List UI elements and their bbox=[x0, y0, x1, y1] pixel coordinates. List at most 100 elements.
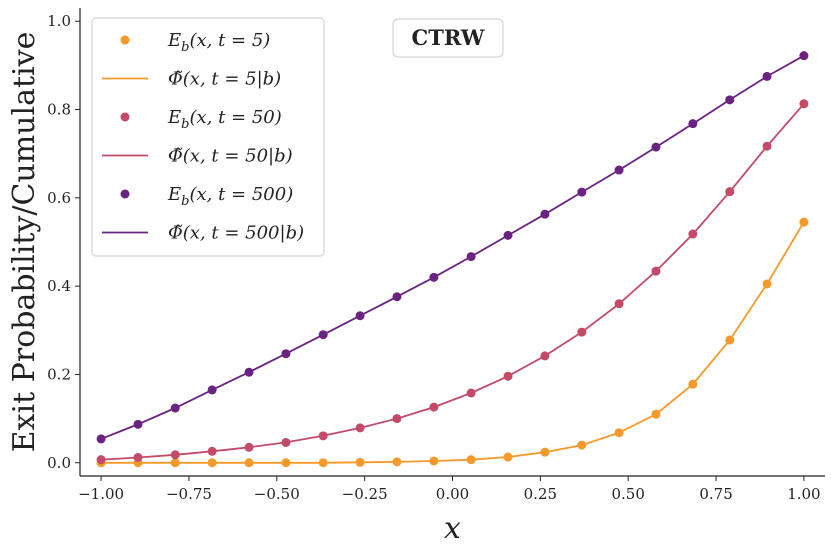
y-tick-label: 0.4 bbox=[47, 277, 71, 295]
x-tick-label: −0.75 bbox=[166, 485, 212, 503]
series-1-point bbox=[170, 458, 180, 468]
legend-item: Eb(x, t = 500) bbox=[120, 184, 293, 209]
series-1-point bbox=[318, 458, 328, 468]
y-tick-label: 1.0 bbox=[47, 12, 71, 30]
legend-symbol: E bbox=[167, 30, 181, 51]
series-2-point bbox=[170, 450, 180, 460]
series-2-point bbox=[244, 442, 254, 452]
legend-subscript: b bbox=[181, 40, 189, 55]
series-2-point bbox=[577, 327, 587, 337]
legend-args: (x, t = 500) bbox=[189, 184, 293, 205]
x-tick-label: 0.25 bbox=[524, 485, 557, 503]
series-line-2 bbox=[101, 103, 805, 461]
series-2-point bbox=[762, 141, 772, 151]
axes: −1.00 −0.75 −0.50 −0.25 0.00 0.25 0.50 0.75 1.00… bbox=[47, 8, 825, 503]
series-2-point bbox=[392, 414, 402, 424]
series-1-point bbox=[762, 279, 772, 289]
series-1-point bbox=[540, 447, 550, 457]
series-line-1 bbox=[101, 221, 805, 464]
legend-label: Φ̃(x, t = 500|b) bbox=[168, 223, 304, 244]
x-tick-label: −1.00 bbox=[78, 485, 124, 503]
series-3-point bbox=[281, 349, 291, 359]
x-tick-label: 0.00 bbox=[436, 485, 469, 503]
series-2-point bbox=[281, 437, 291, 447]
x-axis-title: x bbox=[444, 511, 461, 546]
legend-args: (x, t = 50|b) bbox=[183, 146, 293, 167]
series-1-point bbox=[614, 428, 624, 438]
series-2-point bbox=[207, 446, 217, 456]
legend-args: (x, t = 5) bbox=[189, 30, 270, 51]
legend-label: Eb(x, t = 5) bbox=[167, 30, 270, 55]
series-3-point bbox=[799, 51, 809, 61]
ctrw-badge: CTRW bbox=[392, 18, 504, 58]
legend-marker bbox=[120, 189, 130, 199]
y-tick-label: 0.2 bbox=[47, 365, 71, 383]
series-1-point bbox=[688, 379, 698, 389]
legend-label: Eb(x, t = 50) bbox=[167, 107, 282, 132]
series-3-point bbox=[466, 252, 476, 262]
series-3-point bbox=[244, 367, 254, 377]
x-tick-label: 0.50 bbox=[612, 485, 645, 503]
y-tick-label: 0.0 bbox=[47, 454, 71, 472]
series-2-point bbox=[651, 266, 661, 276]
legend-symbol: Φ̃ bbox=[168, 223, 183, 244]
legend-subscript: b bbox=[181, 117, 189, 132]
series-2-point bbox=[355, 423, 365, 433]
series-3-point bbox=[725, 95, 735, 105]
series-2-point bbox=[614, 299, 624, 309]
series-3-point bbox=[577, 187, 587, 197]
legend: Eb(x, t = 5)Φ̃(x, t = 5|b)Eb(x, t = 50)Φ… bbox=[91, 17, 325, 257]
series-1-point bbox=[651, 409, 661, 419]
series-2-point bbox=[503, 371, 513, 381]
legend-label: Eb(x, t = 500) bbox=[167, 184, 293, 209]
legend-label: Φ̃(x, t = 5|b) bbox=[168, 69, 281, 90]
series-1-point bbox=[207, 458, 217, 468]
series-3-point bbox=[170, 403, 180, 413]
series-2-point bbox=[725, 187, 735, 197]
y-tick-label: 0.6 bbox=[47, 189, 71, 207]
y-axis-title: Exit Probability/Cumulative bbox=[7, 32, 42, 453]
legend-marker bbox=[120, 112, 130, 122]
series-2-point bbox=[318, 431, 328, 441]
series-2-point bbox=[96, 455, 106, 465]
legend-marker bbox=[120, 35, 130, 45]
series-3-point bbox=[355, 311, 365, 321]
series-3-point bbox=[651, 142, 661, 152]
series-3-point bbox=[540, 209, 550, 219]
legend-box bbox=[91, 17, 325, 257]
legend-args: (x, t = 50) bbox=[189, 107, 281, 128]
series-lines bbox=[100, 54, 805, 464]
y-ticks: 0.0 0.2 0.4 0.6 0.8 1.0 bbox=[47, 12, 80, 472]
series-3-point bbox=[429, 272, 439, 282]
legend-label: Φ̃(x, t = 50|b) bbox=[168, 146, 293, 167]
legend-args: (x, t = 5|b) bbox=[183, 69, 281, 90]
series-3-point bbox=[392, 292, 402, 302]
series-2-point bbox=[799, 99, 809, 109]
series-2-point bbox=[688, 229, 698, 239]
series-line-3 bbox=[100, 54, 805, 440]
x-tick-label: 1.00 bbox=[787, 485, 820, 503]
x-tick-label: −0.50 bbox=[254, 485, 300, 503]
legend-symbol: E bbox=[167, 107, 181, 128]
series-3-point bbox=[318, 330, 328, 340]
series-1-point bbox=[355, 457, 365, 467]
badge-box bbox=[392, 18, 504, 58]
legend-item: Φ̃(x, t = 5|b) bbox=[102, 69, 281, 90]
series-3-point bbox=[688, 119, 698, 129]
series-3-point bbox=[207, 385, 217, 395]
legend-symbol: E bbox=[167, 184, 181, 205]
series-1-point bbox=[429, 456, 439, 466]
series-1-point bbox=[799, 217, 809, 227]
x-tick-label: 0.75 bbox=[699, 485, 732, 503]
series-1-point bbox=[503, 452, 513, 462]
legend-args: (x, t = 500|b) bbox=[183, 223, 304, 244]
series-1-point bbox=[725, 335, 735, 345]
series-3-point bbox=[762, 71, 772, 81]
series-points bbox=[96, 51, 809, 468]
series-1-point bbox=[244, 458, 254, 468]
series-3-point bbox=[614, 165, 624, 175]
series-2-point bbox=[466, 388, 476, 398]
x-tick-label: −0.25 bbox=[342, 485, 388, 503]
series-2-point bbox=[133, 452, 143, 462]
